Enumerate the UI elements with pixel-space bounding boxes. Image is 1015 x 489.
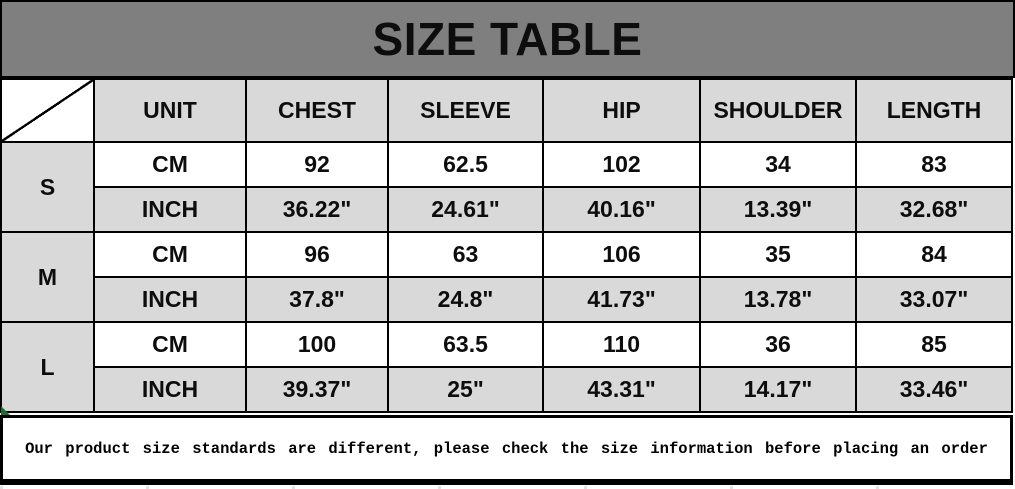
cell-m-inch-length: 33.07" (855, 276, 1013, 323)
col-header-chest: CHEST (245, 78, 389, 143)
cell-s-inch-unit: INCH (93, 186, 247, 233)
cell-s-cm-unit: CM (93, 141, 247, 188)
cell-m-inch-hip: 41.73" (542, 276, 701, 323)
cell-l-inch-shoulder: 14.17" (699, 366, 857, 413)
cell-m-inch-chest: 37.8" (245, 276, 389, 323)
cell-m-inch-shoulder: 13.78" (699, 276, 857, 323)
page-title: SIZE TABLE (372, 13, 643, 65)
cell-s-cm-hip: 102 (542, 141, 701, 188)
cell-s-inch-sleeve: 24.61" (387, 186, 544, 233)
cell-l-inch-chest: 39.37" (245, 366, 389, 413)
cell-s-inch-chest: 36.22" (245, 186, 389, 233)
cell-m-inch-sleeve: 24.8" (387, 276, 544, 323)
table-row-l-inch: INCH 39.37" 25" 43.31" 14.17" 33.46" (1, 366, 1013, 413)
cell-l-cm-chest: 100 (245, 321, 389, 368)
cell-m-cm-hip: 106 (542, 231, 701, 278)
title-bar: SIZE TABLE (0, 0, 1015, 78)
cell-s-cm-sleeve: 62.5 (387, 141, 544, 188)
table-row-l-cm: L CM 100 63.5 110 36 85 (0, 321, 1013, 413)
bottom-edge-artifact (0, 486, 1015, 489)
cell-m-cm-unit: CM (93, 231, 247, 278)
size-table: UNIT CHEST SLEEVE HIP SHOULDER LENGTH S … (0, 78, 1013, 413)
size-label-l: L (0, 321, 95, 413)
cell-l-inch-unit: INCH (93, 366, 247, 413)
cell-l-cm-shoulder: 36 (699, 321, 857, 368)
col-header-sleeve: SLEEVE (387, 78, 544, 143)
cell-s-inch-shoulder: 13.39" (699, 186, 857, 233)
col-header-length: LENGTH (855, 78, 1013, 143)
table-row-m-cm: M CM 96 63 106 35 84 (0, 231, 1013, 323)
size-label-m: M (0, 231, 95, 323)
cell-m-cm-chest: 96 (245, 231, 389, 278)
table-header-row: UNIT CHEST SLEEVE HIP SHOULDER LENGTH (0, 78, 1013, 143)
green-corner-marker (1, 406, 10, 415)
cell-s-cm-shoulder: 34 (699, 141, 857, 188)
notice-text: Our product size standards are different… (25, 439, 988, 458)
table-row-s-inch: INCH 36.22" 24.61" 40.16" 13.39" 32.68" (1, 186, 1013, 233)
size-label-s: S (0, 141, 95, 233)
cell-s-inch-hip: 40.16" (542, 186, 701, 233)
cell-s-inch-length: 32.68" (855, 186, 1013, 233)
cell-l-inch-length: 33.46" (855, 366, 1013, 413)
cell-m-cm-length: 84 (855, 231, 1013, 278)
table-row-m-inch: INCH 37.8" 24.8" 41.73" 13.78" 33.07" (1, 276, 1013, 323)
col-header-unit: UNIT (93, 78, 247, 143)
cell-l-cm-hip: 110 (542, 321, 701, 368)
diagonal-corner-cell (0, 78, 95, 143)
col-header-hip: HIP (542, 78, 701, 143)
cell-m-cm-sleeve: 63 (387, 231, 544, 278)
cell-m-inch-unit: INCH (93, 276, 247, 323)
cell-m-cm-shoulder: 35 (699, 231, 857, 278)
cell-l-cm-sleeve: 63.5 (387, 321, 544, 368)
cell-l-cm-unit: CM (93, 321, 247, 368)
cell-s-cm-chest: 92 (245, 141, 389, 188)
notice-box: Our product size standards are different… (0, 415, 1013, 485)
cell-l-cm-length: 85 (855, 321, 1013, 368)
table-row-s-cm: S CM 92 62.5 102 34 83 (0, 141, 1013, 233)
cell-s-cm-length: 83 (855, 141, 1013, 188)
cell-l-inch-hip: 43.31" (542, 366, 701, 413)
cell-l-inch-sleeve: 25" (387, 366, 544, 413)
col-header-shoulder: SHOULDER (699, 78, 857, 143)
